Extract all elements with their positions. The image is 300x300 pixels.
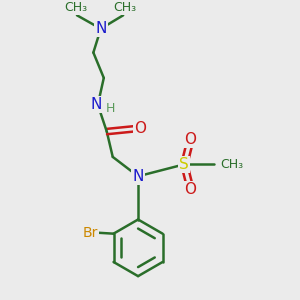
Text: N: N (132, 169, 144, 184)
Text: S: S (179, 157, 189, 172)
Text: CH₃: CH₃ (64, 1, 87, 14)
Text: Br: Br (83, 226, 98, 240)
Text: H: H (106, 102, 115, 115)
Text: O: O (184, 182, 196, 197)
Text: O: O (134, 121, 146, 136)
Text: O: O (184, 131, 196, 146)
Text: CH₃: CH₃ (220, 158, 243, 171)
Text: N: N (95, 21, 106, 36)
Text: CH₃: CH₃ (113, 1, 136, 14)
Text: N: N (91, 97, 102, 112)
